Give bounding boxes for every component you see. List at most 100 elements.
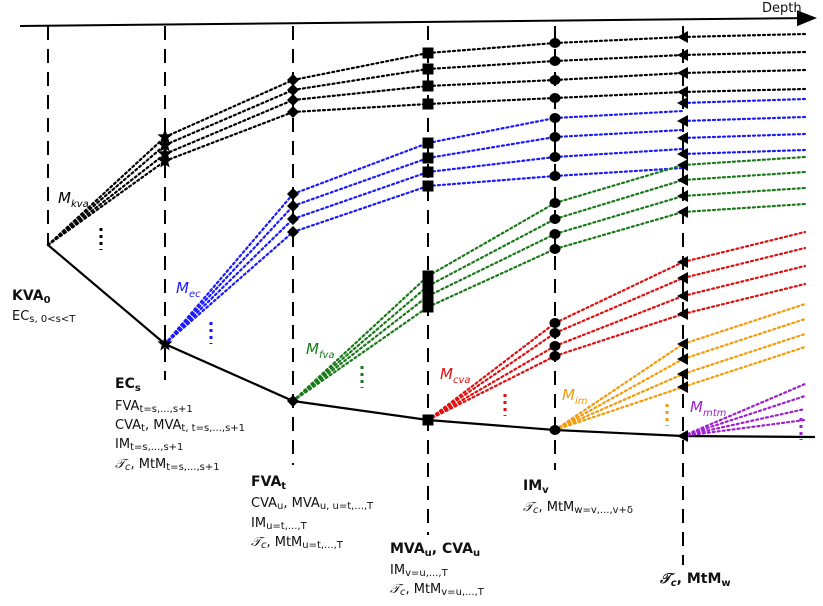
fva-title: FVAt [251, 474, 286, 492]
branch-fva-2-tail [681, 186, 807, 198]
node-kva-label: KVA0 ECs, 0<s<T [12, 288, 76, 325]
branch-kva-0-3 [553, 35, 685, 45]
node-im-label: IMv 𝒯c, MtMw=v,...,v+δ [523, 478, 633, 516]
circle-marker [549, 152, 561, 162]
branch-mtm-2 [681, 407, 807, 438]
diamond-marker [287, 188, 299, 200]
node-ec-label: ECs FVAt=s,...,s+1 CVAt, MVAt, t=s,...,s… [115, 376, 245, 473]
triangle-marker [677, 381, 688, 393]
triangle-marker [677, 190, 688, 202]
triangle-marker [677, 368, 688, 380]
circle-marker [549, 318, 561, 328]
circle-marker [549, 93, 561, 103]
diamond-marker-main [287, 395, 299, 407]
triangle-marker [677, 159, 688, 171]
branch-im-1-tail [681, 317, 807, 361]
branch-cva-3-0 [553, 312, 685, 358]
branch-ec-1-1 [426, 135, 557, 160]
m-kva-label: Mkva [58, 189, 89, 210]
branch-fva-3-tail [681, 202, 807, 214]
triangle-marker [677, 174, 688, 186]
branch-fva-2-1 [553, 194, 685, 236]
branch-ec-3-2 [553, 166, 685, 178]
branch-kva-3-0 [163, 110, 295, 163]
branch-ec-3-0 [291, 184, 430, 234]
node-markers [157, 31, 688, 442]
multiplier-labels: Mkva Mec Mfva Mcva Mim Mmtm [58, 189, 727, 419]
mva-line-2: 𝒯c, MtMv=u,...,T [390, 582, 485, 598]
triangle-marker-main [677, 430, 688, 442]
branch-fva-1-1 [553, 178, 685, 221]
circle-marker [549, 38, 561, 48]
branch-ec-1 [163, 204, 295, 346]
branch-fva-3-1 [553, 210, 685, 251]
square-marker [422, 180, 434, 192]
triangle-marker [677, 115, 688, 127]
diamond-marker [287, 106, 299, 118]
diamond-marker [287, 74, 299, 86]
m-fva-label: Mfva [306, 340, 335, 361]
diamond-marker [287, 200, 299, 212]
triangle-marker [677, 308, 688, 320]
branch-cva-2-0 [553, 294, 685, 348]
circle-marker [549, 75, 561, 85]
ec-line-1: FVAt=s,...,s+1 [115, 399, 193, 415]
square-marker [422, 152, 434, 164]
circle-marker [549, 171, 561, 181]
branch-ec-0-0 [291, 141, 430, 196]
branch-kva-3-1 [291, 102, 430, 114]
branch-cva-0-0 [553, 260, 685, 325]
triangle-marker [677, 338, 688, 350]
circle-marker [549, 341, 561, 351]
branch-fva-0 [291, 274, 430, 403]
branch-fva-2-0 [426, 232, 557, 298]
branch-fva-1 [291, 284, 430, 403]
circle-marker [549, 113, 561, 123]
branch-ec-2-0 [291, 170, 430, 221]
branch-fva-3 [291, 305, 430, 403]
fva-line-3: 𝒯c, MtMu=t,...,T [251, 535, 344, 551]
m-cva-label: Mcva [440, 365, 471, 386]
triangle-marker [677, 353, 688, 365]
depth-axis-label: Depth [762, 1, 802, 16]
m-im-label: Mim [562, 386, 588, 407]
m-mtm-label: Mmtm [690, 398, 727, 419]
diamond-marker [287, 213, 299, 225]
square-marker [422, 137, 434, 149]
branch-ec-0-tail [681, 97, 807, 105]
ec-line-4: 𝒯c, MtMt=s,...,s+1 [115, 457, 220, 473]
branch-kva-1-2 [426, 59, 557, 71]
triangle-marker [677, 290, 688, 302]
branch-cva-1-0 [553, 276, 685, 335]
branch-im-3 [553, 385, 685, 432]
branch-cva-2-tail [681, 264, 807, 298]
circle-marker [549, 198, 561, 208]
mva-line-1: IMv=u,...,T [390, 563, 449, 579]
square-marker [422, 301, 434, 313]
branch-fva-1-tail [681, 170, 807, 182]
circle-marker [549, 132, 561, 142]
star-marker [157, 129, 173, 144]
branch-kva-2-3 [553, 71, 685, 82]
ec-line-3: IMt=s,...,s+1 [115, 437, 183, 453]
square-marker [422, 98, 434, 110]
branch-kva-1-3 [553, 53, 685, 63]
branch-kva-0-1 [291, 51, 430, 82]
circle-marker [549, 328, 561, 338]
branch-fva-0-0 [426, 201, 557, 278]
im-title: IMv [523, 478, 549, 496]
branch-cva-0-tail [681, 230, 807, 264]
ec-line-2: CVAt, MVAt, t=s,...,s+1 [115, 418, 245, 434]
kva-line-1: ECs, 0<s<T [12, 309, 76, 325]
branch-ec-0 [163, 192, 295, 346]
branch-mtm-1 [681, 394, 807, 438]
branch-kva-3-tail [681, 87, 807, 94]
triangle-marker [677, 148, 688, 160]
star-marker [157, 153, 173, 168]
branch-mtm-0 [681, 382, 807, 438]
ec-title: ECs [115, 376, 141, 394]
kva-title: KVA0 [12, 288, 51, 306]
branch-kva-1-0 [163, 88, 295, 147]
branch-fva-0-tail [681, 155, 807, 167]
branch-ec-2 [163, 217, 295, 346]
